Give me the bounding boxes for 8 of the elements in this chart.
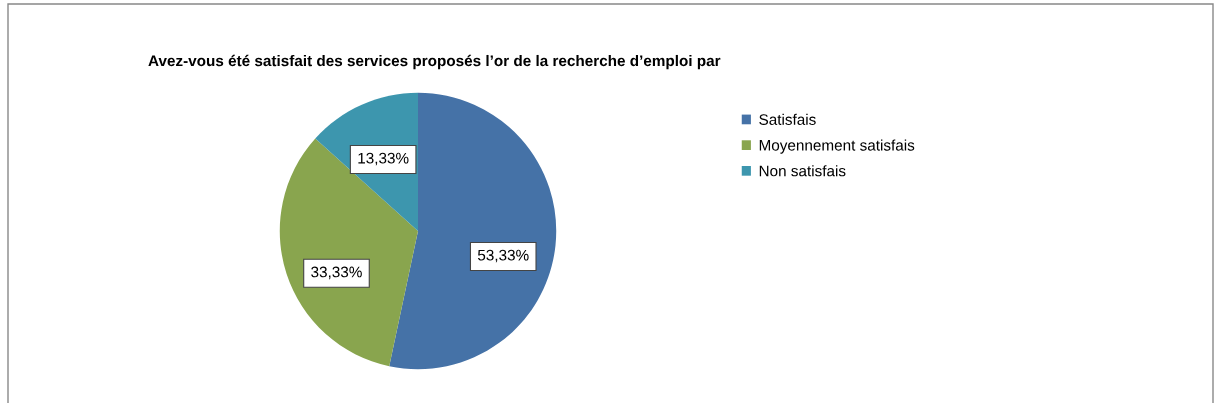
legend-label: Non satisfais [759,165,846,177]
legend-label: Satisfais [759,113,816,125]
data-label: 53,33% [477,249,529,263]
legend-label: Moyennement satisfais [759,139,915,154]
chart-title: Avez-vous été satisfait des services proposés l’or de la recherche d’emploi par [148,54,721,70]
data-label: 33,33% [311,266,362,280]
data-label: 13,33% [358,152,409,166]
pie-slice [279,138,418,367]
